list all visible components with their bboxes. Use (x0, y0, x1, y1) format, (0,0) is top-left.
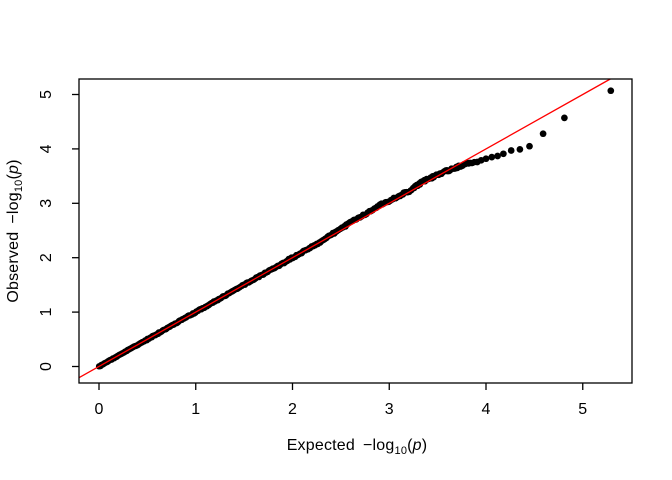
data-point (539, 130, 547, 138)
x-axis-title-operator: −log (363, 437, 395, 454)
x-axis-tick-label: 5 (578, 401, 587, 418)
y-axis-title-word: Observed (5, 231, 22, 303)
y-axis-title-subscript: 10 (13, 179, 26, 193)
x-axis-tick-label: 1 (191, 401, 200, 418)
x-axis-title: Expected −log10(p) (286, 437, 428, 458)
y-axis-title-close-paren: ) (5, 159, 22, 165)
data-point (507, 147, 515, 154)
y-axis-title-variable: p (5, 164, 22, 174)
x-axis-title-open-paren: ( (407, 437, 413, 454)
reference-line (78, 78, 611, 379)
x-axis-title-subscript: 10 (394, 445, 408, 458)
y-axis-tick-label: 4 (38, 144, 55, 153)
x-axis-tick-label: 2 (288, 401, 297, 418)
data-points-tail (473, 87, 615, 166)
x-axis: 0 1 2 3 4 5 (95, 383, 587, 418)
y-axis-title-operator: −log (5, 192, 22, 224)
plot-box (78, 78, 633, 384)
data-point (516, 146, 524, 153)
y-axis-title: Observed −log10(p) (5, 159, 26, 303)
y-axis-tick-label: 2 (38, 253, 55, 262)
y-axis: 0 1 2 3 4 5 (38, 90, 79, 371)
data-point (526, 142, 533, 150)
data-point (607, 87, 615, 95)
data-point (561, 114, 568, 122)
y-axis-tick-label: 5 (38, 90, 55, 99)
data-point (500, 150, 507, 158)
y-axis-tick-label: 1 (38, 308, 55, 317)
y-axis-tick-label: 0 (38, 362, 55, 371)
x-axis-title-word: Expected (286, 437, 355, 454)
x-axis-tick-label: 0 (95, 401, 104, 418)
x-axis-title-variable: p (412, 437, 422, 454)
x-axis-tick-label: 4 (482, 401, 491, 418)
data-point (488, 153, 496, 161)
y-axis-title-open-paren: ( (5, 174, 22, 180)
plot-background (79, 79, 632, 383)
data-point (482, 155, 490, 163)
x-axis-title-close-paren: ) (421, 437, 428, 454)
data-point (494, 152, 501, 160)
y-axis-tick-label: 3 (38, 199, 55, 208)
x-axis-tick-label: 3 (385, 401, 394, 418)
